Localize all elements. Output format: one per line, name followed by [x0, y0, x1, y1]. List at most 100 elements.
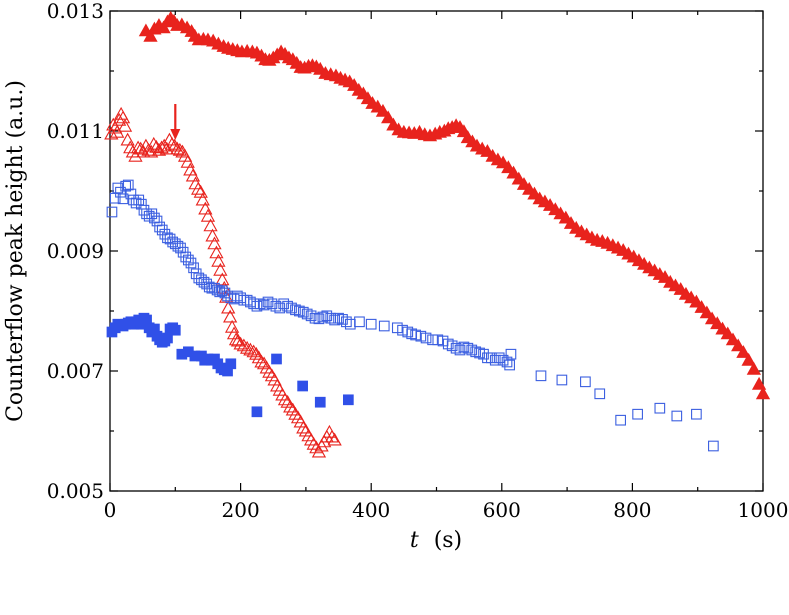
data-point	[671, 410, 683, 422]
data-point	[506, 165, 521, 179]
data-point	[314, 396, 326, 408]
y-tick-label: 0.007	[47, 359, 104, 383]
data-point	[207, 236, 222, 250]
data-point	[505, 348, 517, 360]
data-point	[313, 313, 325, 325]
data-point	[283, 399, 298, 413]
data-point	[225, 358, 237, 370]
y-tick-label: 0.009	[47, 239, 104, 263]
data-point	[213, 262, 228, 276]
data-point	[731, 338, 746, 352]
data-point	[381, 110, 396, 124]
data-point	[266, 298, 278, 310]
data-point	[342, 394, 354, 406]
data-point	[172, 142, 188, 156]
data-point	[167, 138, 182, 152]
data-point	[248, 298, 260, 310]
data-point	[317, 311, 329, 323]
axis-ticks: 0 200 400 600 800 1000 0.005 0.007 0.009 0.011 0.0…	[47, 0, 789, 522]
data-point	[133, 141, 148, 155]
series-open-squares	[106, 179, 719, 452]
data-point	[203, 218, 218, 232]
data-point	[341, 316, 352, 328]
data-point	[535, 370, 547, 382]
y-tick-label: 0.005	[47, 479, 104, 503]
data-point	[130, 140, 146, 154]
data-point	[221, 300, 236, 314]
data-point	[725, 332, 741, 346]
data-point	[241, 294, 253, 306]
data-point	[169, 324, 181, 336]
data-point	[450, 342, 462, 354]
annotations	[170, 104, 181, 140]
data-point	[290, 304, 301, 316]
data-point	[333, 312, 344, 324]
data-point	[309, 312, 321, 324]
data-point	[470, 346, 482, 358]
data-point	[205, 228, 220, 242]
data-point	[149, 139, 164, 153]
data-point	[270, 300, 282, 312]
series-filled-triangles	[138, 10, 771, 400]
x-axis-label: t (s)	[410, 528, 462, 553]
data-point	[223, 309, 238, 323]
series-open-triangles	[104, 106, 342, 458]
data-point	[243, 342, 258, 356]
data-point	[239, 340, 255, 354]
data-point	[466, 344, 478, 356]
data-point	[170, 141, 185, 155]
data-point	[271, 353, 282, 365]
data-point	[143, 28, 158, 42]
x-tick-label: 1000	[738, 498, 789, 522]
data-point	[228, 332, 244, 346]
data-point	[226, 326, 242, 340]
data-point	[329, 314, 340, 326]
data-point	[144, 144, 159, 158]
data-point	[120, 132, 135, 146]
data-point	[191, 181, 206, 195]
data-point	[321, 310, 333, 322]
data-point	[462, 342, 474, 354]
data-point	[365, 318, 377, 330]
data-point	[128, 148, 143, 162]
data-point	[278, 298, 290, 310]
data-point	[297, 380, 308, 392]
data-point	[251, 406, 263, 418]
data-point	[122, 179, 134, 191]
data-point	[146, 136, 161, 150]
data-point	[254, 354, 269, 368]
x-tick-label: 800	[613, 498, 651, 522]
data-point	[402, 326, 414, 338]
data-point	[378, 320, 390, 332]
data-point	[282, 300, 293, 312]
data-point	[632, 408, 643, 420]
x-axis-label-unit: (s)	[434, 528, 462, 553]
y-axis-label: Counterflow peak height (a.u.)	[3, 80, 28, 422]
data-point	[324, 429, 340, 443]
data-point	[708, 440, 719, 452]
data-point	[301, 308, 313, 320]
data-point	[246, 344, 261, 358]
data-point	[180, 154, 195, 168]
y-tick-label: 0.011	[47, 119, 104, 143]
data-point	[478, 348, 489, 360]
data-point	[736, 345, 751, 358]
x-axis-label-var: t	[410, 528, 419, 553]
data-point	[325, 312, 337, 324]
data-point	[442, 338, 454, 350]
data-point	[305, 310, 317, 322]
series-filled-squares	[106, 312, 354, 418]
x-tick-label: 0	[104, 498, 117, 522]
data-point	[486, 352, 497, 364]
arrow-head	[170, 129, 181, 140]
data-point	[699, 305, 714, 319]
data-point	[286, 302, 297, 314]
data-point	[297, 306, 309, 318]
data-point	[420, 332, 432, 344]
data-point	[112, 182, 124, 194]
x-tick-label: 600	[483, 498, 521, 522]
data-point	[691, 408, 702, 420]
data-point	[233, 336, 248, 350]
data-point	[274, 302, 286, 314]
